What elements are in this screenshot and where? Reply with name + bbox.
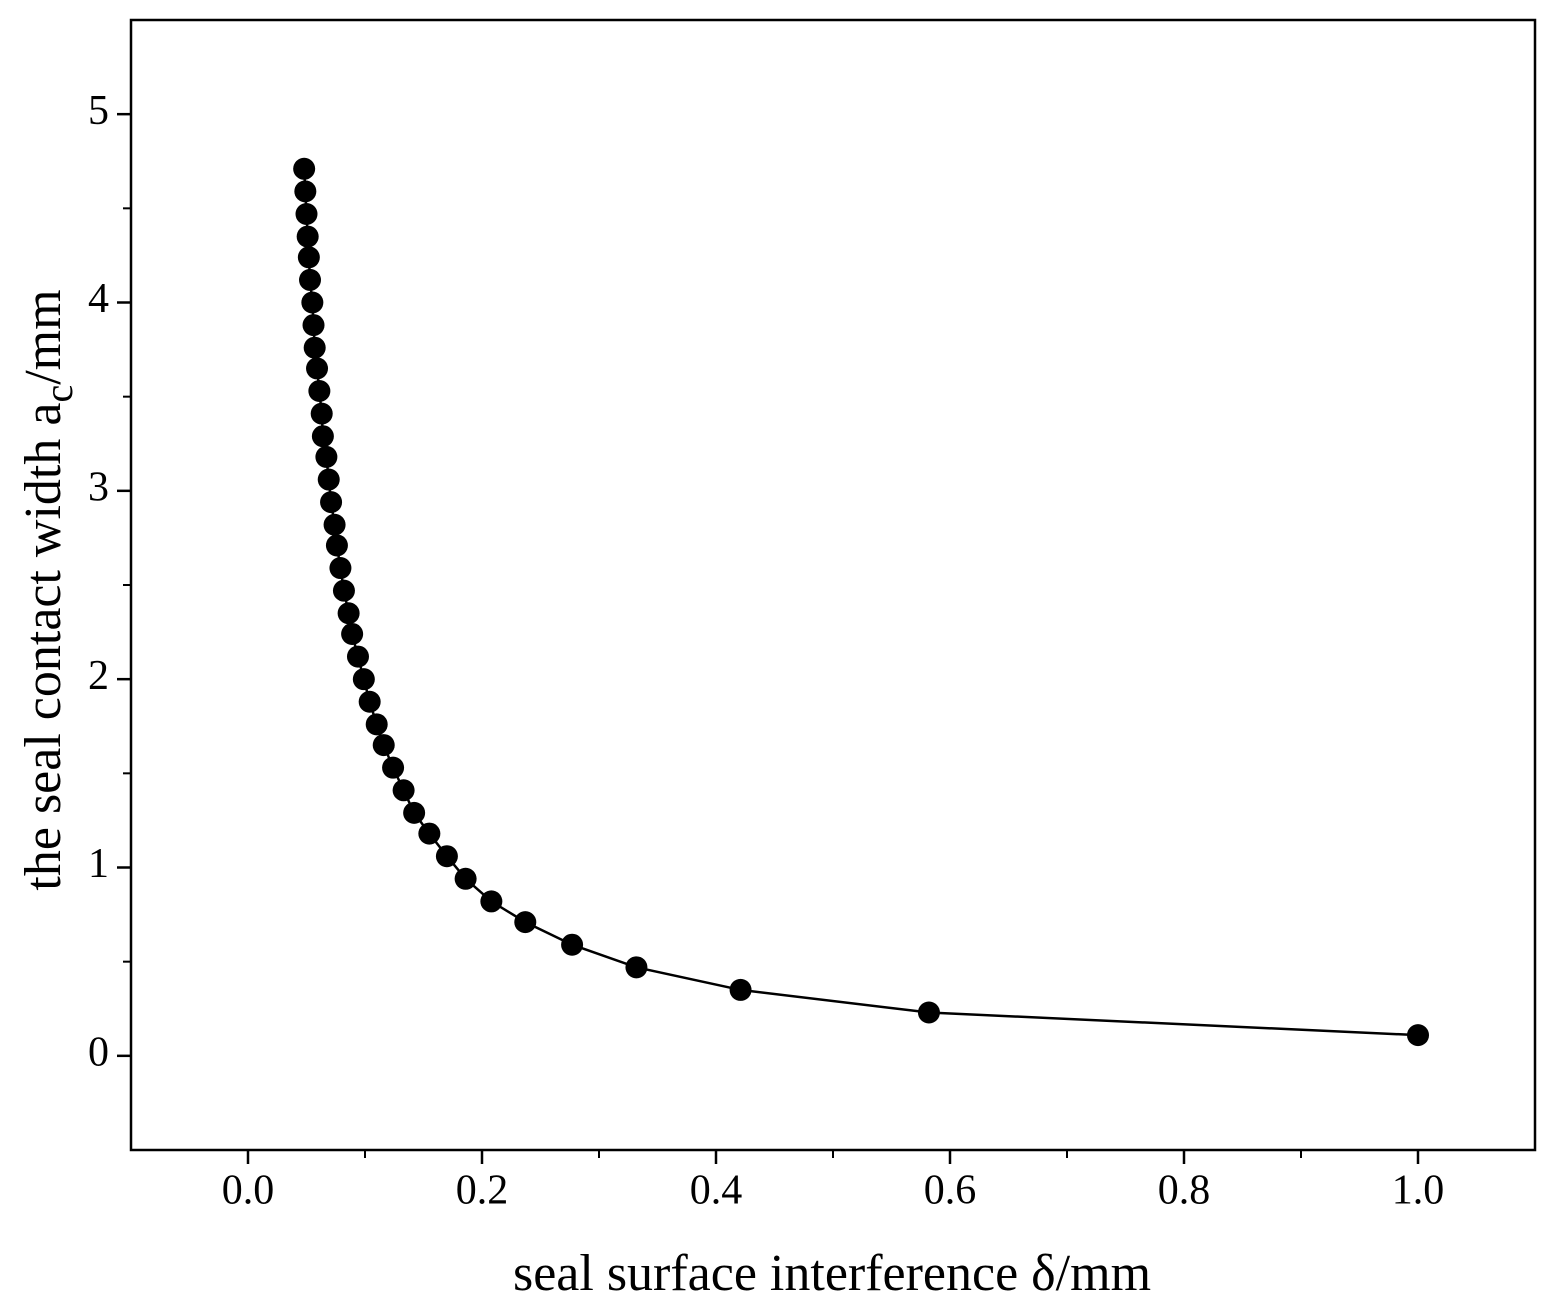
- data-point: [306, 357, 329, 380]
- data-point: [329, 557, 352, 580]
- data-point: [917, 1001, 940, 1024]
- data-point: [302, 314, 325, 337]
- y-tick-label: 1: [88, 841, 109, 887]
- data-point: [454, 867, 477, 890]
- data-point: [729, 978, 752, 1001]
- y-axis-label-text: the seal contact width a: [15, 403, 72, 891]
- data-point: [358, 690, 381, 713]
- data-point: [315, 445, 338, 468]
- data-point: [403, 801, 426, 824]
- data-point: [392, 779, 415, 802]
- data-point: [295, 202, 318, 225]
- data-point: [299, 268, 322, 291]
- x-tick-label: 0.2: [456, 1168, 509, 1214]
- y-tick-label: 5: [88, 88, 109, 134]
- x-tick-label: 0.4: [690, 1168, 743, 1214]
- x-tick-label: 1.0: [1392, 1168, 1445, 1214]
- data-point: [303, 336, 326, 359]
- data-point: [297, 246, 320, 269]
- data-point: [365, 713, 388, 736]
- data-point: [561, 933, 584, 956]
- x-tick-label: 0.8: [1158, 1168, 1211, 1214]
- fit-line: [302, 168, 1419, 1037]
- data-point: [296, 225, 319, 248]
- data-point: [382, 756, 405, 779]
- data-point: [320, 491, 343, 514]
- y-tick-label: 2: [88, 653, 109, 699]
- data-point: [294, 180, 317, 203]
- data-point: [418, 822, 441, 845]
- data-point: [301, 291, 324, 314]
- data-point: [625, 956, 648, 979]
- data-point: [311, 425, 334, 448]
- data-point: [293, 157, 316, 180]
- data-point: [308, 380, 331, 403]
- y-tick-label: 3: [88, 464, 109, 510]
- data-point: [332, 579, 355, 602]
- data-point: [323, 513, 346, 536]
- data-point: [372, 734, 395, 757]
- data-point: [514, 911, 537, 934]
- data-point: [1407, 1024, 1429, 1047]
- data-point: [310, 402, 333, 425]
- y-axis-label-unit: /mm: [15, 289, 72, 384]
- data-point: [435, 845, 458, 868]
- x-axis-label: seal surface interference δ/mm: [513, 1245, 1151, 1302]
- data-point: [325, 534, 348, 557]
- data-point: [341, 622, 364, 645]
- y-axis-label: the seal contact width ac/mm: [15, 289, 81, 890]
- data-point: [346, 645, 369, 668]
- y-axis-label-sub: c: [36, 385, 81, 403]
- x-tick-label: 0.0: [222, 1168, 275, 1214]
- data-point: [317, 468, 340, 491]
- data-point: [480, 890, 503, 913]
- y-tick-label: 4: [88, 276, 109, 322]
- x-tick-label: 0.6: [924, 1168, 977, 1214]
- y-tick-label: 0: [88, 1029, 109, 1075]
- data-point: [352, 668, 375, 691]
- data-point: [337, 602, 360, 625]
